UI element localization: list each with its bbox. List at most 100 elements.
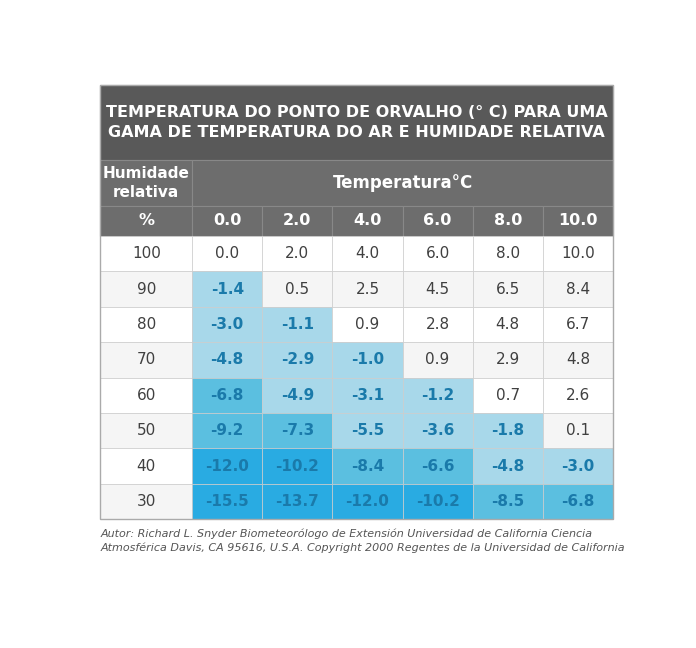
Text: -12.0: -12.0 [205, 459, 249, 474]
Bar [543, 236, 613, 272]
Text: -12.0: -12.0 [345, 494, 390, 509]
Bar [402, 448, 473, 484]
Bar [402, 484, 473, 519]
Bar [543, 448, 613, 484]
Text: -6.6: -6.6 [421, 459, 454, 474]
Bar [333, 448, 402, 484]
Bar [402, 206, 473, 236]
Text: 90: 90 [136, 282, 156, 297]
Bar [100, 448, 192, 484]
Bar [262, 307, 333, 342]
Text: %: % [139, 213, 155, 229]
Text: 50: 50 [136, 423, 156, 438]
Text: -5.5: -5.5 [351, 423, 384, 438]
Text: 6.7: 6.7 [566, 317, 590, 332]
Bar [100, 160, 192, 206]
Text: -2.9: -2.9 [280, 353, 314, 367]
Text: -4.9: -4.9 [280, 388, 314, 403]
Text: 4.5: 4.5 [425, 282, 450, 297]
Bar [192, 413, 262, 448]
Bar [402, 307, 473, 342]
Bar [262, 206, 333, 236]
Text: 0.0: 0.0 [213, 213, 242, 229]
Text: 4.8: 4.8 [496, 317, 520, 332]
Bar [192, 160, 613, 206]
Bar [473, 206, 543, 236]
Text: 2.5: 2.5 [356, 282, 379, 297]
Text: 2.8: 2.8 [425, 317, 450, 332]
Text: 2.9: 2.9 [496, 353, 520, 367]
Bar [192, 307, 262, 342]
Bar [543, 206, 613, 236]
Bar [333, 272, 402, 307]
Text: Temperatura°C: Temperatura°C [333, 174, 473, 192]
Text: 4.0: 4.0 [354, 213, 381, 229]
Text: 0.7: 0.7 [496, 388, 520, 403]
Text: 100: 100 [132, 246, 161, 261]
Bar [402, 272, 473, 307]
Text: Humidade
relativa: Humidade relativa [103, 166, 190, 200]
Bar [473, 413, 543, 448]
Bar [262, 342, 333, 378]
Text: 40: 40 [136, 459, 156, 474]
Bar [262, 413, 333, 448]
Text: 4.0: 4.0 [356, 246, 379, 261]
Text: 6.5: 6.5 [496, 282, 520, 297]
Text: -8.4: -8.4 [351, 459, 384, 474]
Text: 8.0: 8.0 [496, 246, 520, 261]
Bar [473, 448, 543, 484]
Bar [333, 307, 402, 342]
Bar [262, 484, 333, 519]
Bar [402, 413, 473, 448]
Text: Autor: Richard L. Snyder Biometeorólogo de Extensión Universidad de California C: Autor: Richard L. Snyder Biometeorólogo … [100, 528, 625, 553]
Bar [192, 206, 262, 236]
Bar [262, 448, 333, 484]
Bar [543, 484, 613, 519]
Text: 2.0: 2.0 [283, 213, 312, 229]
Bar [100, 378, 192, 413]
Text: -4.8: -4.8 [491, 459, 524, 474]
Bar [100, 342, 192, 378]
Text: 0.0: 0.0 [215, 246, 239, 261]
Bar [100, 272, 192, 307]
Text: -4.8: -4.8 [211, 353, 244, 367]
Bar [100, 236, 192, 272]
Text: 6.0: 6.0 [423, 213, 452, 229]
Text: -1.4: -1.4 [211, 282, 244, 297]
Text: -3.1: -3.1 [351, 388, 384, 403]
Text: -3.0: -3.0 [561, 459, 594, 474]
Bar [192, 378, 262, 413]
Bar [543, 307, 613, 342]
Bar [543, 342, 613, 378]
Text: TEMPERATURA DO PONTO DE ORVALHO (° C) PARA UMA
GAMA DE TEMPERATURA DO AR E HUMID: TEMPERATURA DO PONTO DE ORVALHO (° C) PA… [106, 105, 608, 140]
Bar [192, 448, 262, 484]
Text: 8.4: 8.4 [566, 282, 590, 297]
Text: -3.6: -3.6 [421, 423, 454, 438]
Text: 0.1: 0.1 [566, 423, 590, 438]
Bar [402, 236, 473, 272]
Bar [473, 236, 543, 272]
Bar [543, 272, 613, 307]
Text: -8.5: -8.5 [491, 494, 524, 509]
Bar [262, 378, 333, 413]
Text: 10.0: 10.0 [558, 213, 598, 229]
Bar [100, 86, 613, 160]
Bar [192, 272, 262, 307]
Text: 0.9: 0.9 [356, 317, 379, 332]
Bar [473, 378, 543, 413]
Text: -1.1: -1.1 [281, 317, 314, 332]
Text: -13.7: -13.7 [276, 494, 319, 509]
Bar [473, 484, 543, 519]
Text: 10.0: 10.0 [561, 246, 594, 261]
Text: -1.2: -1.2 [421, 388, 454, 403]
Text: 70: 70 [136, 353, 156, 367]
Text: -7.3: -7.3 [280, 423, 314, 438]
Bar [100, 86, 613, 519]
Text: -10.2: -10.2 [276, 459, 319, 474]
Bar [192, 236, 262, 272]
Text: 60: 60 [136, 388, 156, 403]
Text: -10.2: -10.2 [416, 494, 459, 509]
Bar [333, 378, 402, 413]
Bar [473, 272, 543, 307]
Text: 0.5: 0.5 [285, 282, 310, 297]
